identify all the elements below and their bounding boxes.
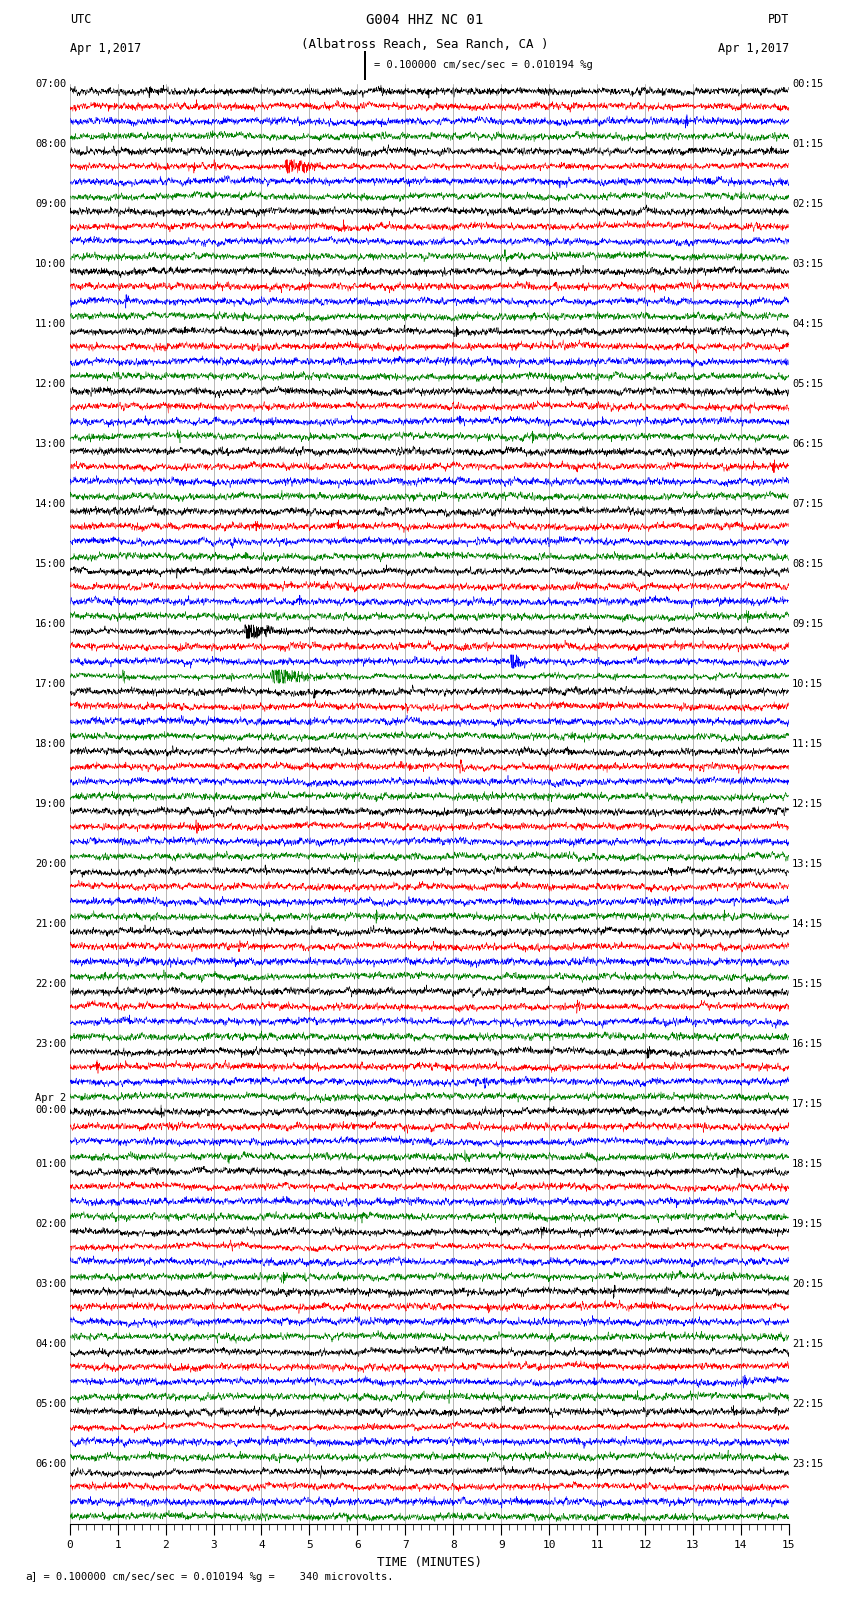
Text: 09:15: 09:15: [792, 619, 824, 629]
Text: 03:15: 03:15: [792, 260, 824, 269]
Text: 23:15: 23:15: [792, 1460, 824, 1469]
Text: 19:15: 19:15: [792, 1219, 824, 1229]
Text: 08:15: 08:15: [792, 560, 824, 569]
Text: 00:15: 00:15: [792, 79, 824, 89]
Text: 15:15: 15:15: [792, 979, 824, 989]
Text: 15:00: 15:00: [35, 560, 66, 569]
Text: 13:00: 13:00: [35, 439, 66, 448]
Text: 04:15: 04:15: [792, 319, 824, 329]
Text: 12:15: 12:15: [792, 798, 824, 810]
Text: 01:00: 01:00: [35, 1160, 66, 1169]
Text: 19:00: 19:00: [35, 798, 66, 810]
Text: PDT: PDT: [768, 13, 789, 26]
Text: = 0.100000 cm/sec/sec = 0.010194 %g: = 0.100000 cm/sec/sec = 0.010194 %g: [374, 60, 592, 71]
Text: UTC: UTC: [70, 13, 91, 26]
Text: 06:00: 06:00: [35, 1460, 66, 1469]
Text: 16:15: 16:15: [792, 1039, 824, 1048]
Text: 03:00: 03:00: [35, 1279, 66, 1289]
Text: 12:00: 12:00: [35, 379, 66, 389]
Text: a: a: [26, 1573, 32, 1582]
Text: 18:00: 18:00: [35, 739, 66, 748]
Text: Apr 1,2017: Apr 1,2017: [70, 42, 141, 55]
Text: 04:00: 04:00: [35, 1339, 66, 1348]
Text: ] = 0.100000 cm/sec/sec = 0.010194 %g =    340 microvolts.: ] = 0.100000 cm/sec/sec = 0.010194 %g = …: [31, 1573, 393, 1582]
Text: 23:00: 23:00: [35, 1039, 66, 1048]
Text: 20:15: 20:15: [792, 1279, 824, 1289]
Text: Apr 2
00:00: Apr 2 00:00: [35, 1094, 66, 1115]
Text: 18:15: 18:15: [792, 1160, 824, 1169]
Text: 13:15: 13:15: [792, 860, 824, 869]
Text: G004 HHZ NC 01: G004 HHZ NC 01: [366, 13, 484, 26]
Text: 14:00: 14:00: [35, 498, 66, 510]
Text: 16:00: 16:00: [35, 619, 66, 629]
Text: 06:15: 06:15: [792, 439, 824, 448]
Text: 08:00: 08:00: [35, 139, 66, 148]
Text: 05:15: 05:15: [792, 379, 824, 389]
Text: 14:15: 14:15: [792, 919, 824, 929]
Text: 10:15: 10:15: [792, 679, 824, 689]
Text: 02:15: 02:15: [792, 198, 824, 210]
Text: 21:00: 21:00: [35, 919, 66, 929]
Text: 17:00: 17:00: [35, 679, 66, 689]
Text: 21:15: 21:15: [792, 1339, 824, 1348]
Text: 10:00: 10:00: [35, 260, 66, 269]
Text: 22:15: 22:15: [792, 1398, 824, 1410]
Text: (Albatross Reach, Sea Ranch, CA ): (Albatross Reach, Sea Ranch, CA ): [301, 37, 549, 50]
Text: 02:00: 02:00: [35, 1219, 66, 1229]
Text: 07:15: 07:15: [792, 498, 824, 510]
Text: 11:15: 11:15: [792, 739, 824, 748]
Text: 01:15: 01:15: [792, 139, 824, 148]
Text: 07:00: 07:00: [35, 79, 66, 89]
Text: Apr 1,2017: Apr 1,2017: [717, 42, 789, 55]
X-axis label: TIME (MINUTES): TIME (MINUTES): [377, 1557, 482, 1569]
Text: 20:00: 20:00: [35, 860, 66, 869]
Text: 22:00: 22:00: [35, 979, 66, 989]
Text: 11:00: 11:00: [35, 319, 66, 329]
Text: 17:15: 17:15: [792, 1098, 824, 1110]
Text: 09:00: 09:00: [35, 198, 66, 210]
Text: 05:00: 05:00: [35, 1398, 66, 1410]
